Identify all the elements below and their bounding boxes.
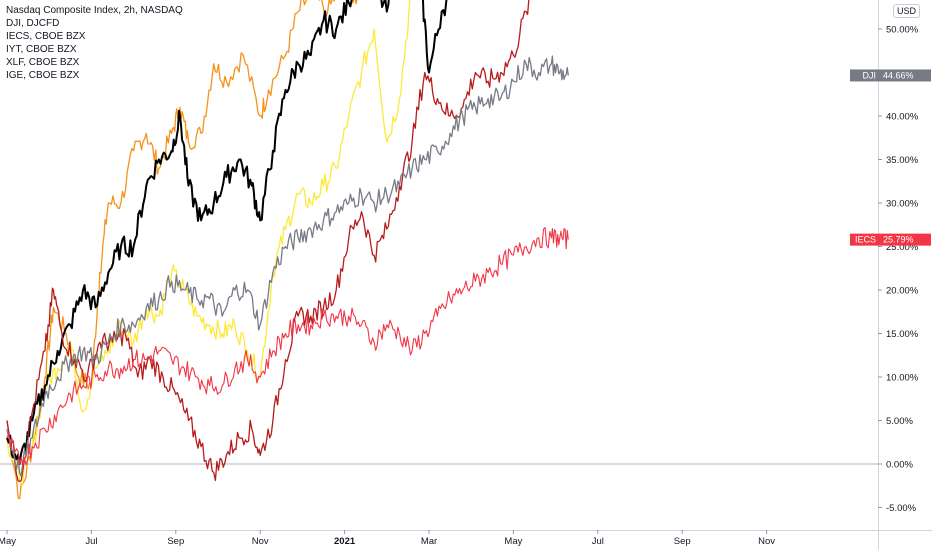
y-tick-label: 5.00%	[886, 416, 913, 427]
price-tag-name: IECS	[855, 235, 876, 245]
currency-button[interactable]: USD	[893, 4, 921, 18]
price-tag-iecs: IECS 25.79%	[850, 233, 931, 246]
legend-entry-ixic[interactable]: Nasdaq Composite Index, 2h, NASDAQ	[6, 5, 183, 16]
legend-entry-ige[interactable]: IGE, CBOE BZX	[6, 70, 80, 81]
x-tick-label: Nov	[252, 536, 269, 547]
price-tag-value: 44.66%	[883, 70, 914, 80]
y-tick-label: 20.00%	[886, 286, 919, 297]
y-tick-label: 25.00%	[886, 242, 919, 253]
x-tick-label: May	[504, 536, 522, 547]
series-line-iecs	[6, 226, 569, 467]
x-tick-label: Jul	[85, 536, 97, 547]
price-tag-dji: DJI 44.66%	[850, 69, 931, 82]
series-line-ixic	[6, 0, 448, 465]
y-tick-label: 35.00%	[886, 155, 919, 166]
x-tick-label: 2021	[334, 536, 356, 547]
series-line-dji	[6, 55, 569, 477]
y-tick-label: 40.00%	[886, 112, 919, 123]
y-tick-label: 10.00%	[886, 373, 919, 384]
y-tick-label: 50.00%	[886, 25, 919, 36]
y-tick-label: 0.00%	[886, 460, 913, 471]
price-tag-name-bg	[850, 233, 880, 246]
price-tag-value: 25.79%	[883, 235, 914, 245]
price-tag-name: DJI	[863, 70, 877, 80]
price-tag-value-bg	[879, 69, 931, 82]
y-tick-label: 30.00%	[886, 199, 919, 210]
x-tick-label: May	[0, 536, 16, 547]
x-tick-label: Sep	[674, 536, 691, 547]
x-tick-label: Sep	[167, 536, 184, 547]
y-tick-label: 15.00%	[886, 329, 919, 340]
x-tick-label: Nov	[758, 536, 775, 547]
legend-entry-iecs[interactable]: IECS, CBOE BZX	[6, 31, 86, 42]
y-tick-label: -5.00%	[886, 503, 917, 514]
series-lines	[6, 0, 569, 500]
series-line-ige	[6, 0, 530, 483]
series-line-xlf	[6, 0, 411, 485]
price-tag-value-bg	[879, 233, 931, 246]
legend-entry-dji[interactable]: DJI, DJCFD	[6, 18, 60, 29]
x-tick-label: Mar	[421, 536, 437, 547]
x-tick-label: Jul	[592, 536, 604, 547]
price-tag-name-bg	[850, 69, 880, 82]
series-line-iyt	[6, 0, 358, 500]
legend-entry-xlf[interactable]: XLF, CBOE BZX	[6, 57, 80, 68]
legend: Nasdaq Composite Index, 2h, NASDAQ DJI, …	[6, 4, 183, 82]
legend-entry-iyt[interactable]: IYT, CBOE BZX	[6, 44, 77, 55]
price-tags: IYT83.31%XLF71.05%IXIC64.16%01:24:58IGE5…	[850, 69, 931, 246]
grid	[0, 463, 878, 465]
